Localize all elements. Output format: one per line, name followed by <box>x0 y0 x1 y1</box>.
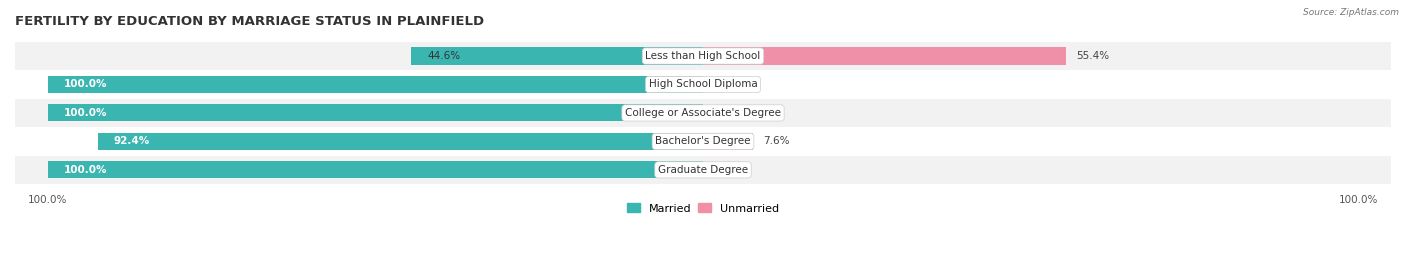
Bar <box>15 99 1391 127</box>
Text: 100.0%: 100.0% <box>65 79 108 90</box>
Bar <box>48 104 703 122</box>
Text: Bachelor's Degree: Bachelor's Degree <box>655 136 751 146</box>
Text: 55.4%: 55.4% <box>1076 51 1109 61</box>
Text: 0.0%: 0.0% <box>713 108 740 118</box>
Text: High School Diploma: High School Diploma <box>648 79 758 90</box>
Bar <box>48 161 703 178</box>
Text: Source: ZipAtlas.com: Source: ZipAtlas.com <box>1303 8 1399 17</box>
Text: 0.0%: 0.0% <box>713 165 740 175</box>
Text: Less than High School: Less than High School <box>645 51 761 61</box>
Text: 100.0%: 100.0% <box>65 108 108 118</box>
Bar <box>703 133 752 150</box>
Bar <box>703 48 1066 65</box>
Text: FERTILITY BY EDUCATION BY MARRIAGE STATUS IN PLAINFIELD: FERTILITY BY EDUCATION BY MARRIAGE STATU… <box>15 15 484 28</box>
Bar <box>15 127 1391 156</box>
Text: 7.6%: 7.6% <box>762 136 789 146</box>
Text: 100.0%: 100.0% <box>65 165 108 175</box>
Legend: Married, Unmarried: Married, Unmarried <box>621 199 785 218</box>
Text: 44.6%: 44.6% <box>427 51 460 61</box>
Bar <box>15 156 1391 184</box>
Bar <box>48 76 703 93</box>
Bar <box>411 48 703 65</box>
Text: 92.4%: 92.4% <box>114 136 150 146</box>
Text: Graduate Degree: Graduate Degree <box>658 165 748 175</box>
Text: 0.0%: 0.0% <box>713 79 740 90</box>
Text: College or Associate's Degree: College or Associate's Degree <box>626 108 780 118</box>
Bar <box>15 70 1391 99</box>
Bar <box>15 42 1391 70</box>
Bar <box>97 133 703 150</box>
